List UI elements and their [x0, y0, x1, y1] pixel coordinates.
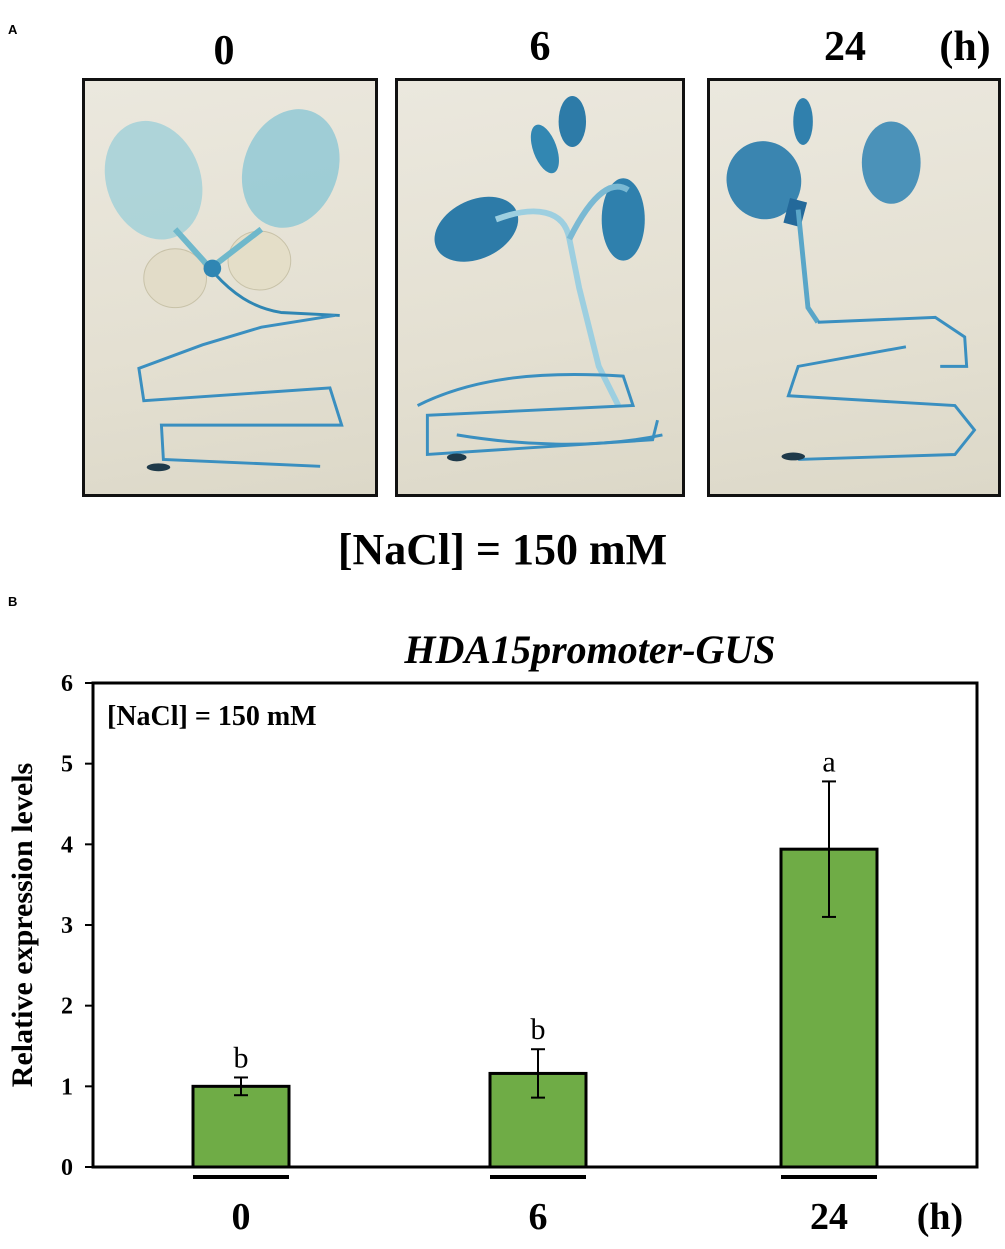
- chart-annotation: [NaCl] = 150 mM: [107, 701, 317, 732]
- y-tick-label: 1: [61, 1074, 73, 1100]
- y-tick-label: 2: [61, 994, 73, 1020]
- seedling-0h-drawing: [104, 109, 344, 472]
- y-tick-label: 6: [61, 671, 73, 697]
- seedling-photo-0h: [82, 78, 378, 497]
- y-tick-label: 5: [61, 752, 73, 778]
- x-tick-label-0: 0: [232, 1196, 251, 1238]
- chart-labels: Relative expression levels [NaCl] = 150 m…: [6, 701, 963, 1238]
- chart-bars: [191, 780, 879, 1169]
- x-tick-label-6: 6: [529, 1196, 548, 1238]
- time-label-0: 0: [213, 28, 235, 74]
- significance-letter-0: b: [234, 1041, 249, 1074]
- y-tick-label: 4: [61, 832, 73, 858]
- bar-0: [191, 1084, 291, 1169]
- significance-letter-24: a: [822, 745, 835, 778]
- time-unit-label: (h): [939, 24, 991, 70]
- significance-letter-6: b: [531, 1013, 546, 1046]
- chart-title: HDA15promoter-GUS: [404, 627, 776, 672]
- seedling-6h-drawing: [416, 96, 663, 462]
- y-tick-label: 0: [61, 1155, 73, 1181]
- x-tick-label-24: 24: [810, 1196, 848, 1238]
- panel-a-treatment-label: [NaCl] = 150 mM: [337, 525, 668, 574]
- panel-b-label: B: [8, 594, 18, 609]
- time-label-24: 24: [824, 24, 866, 70]
- y-axis-label: Relative expression levels: [6, 763, 39, 1087]
- seedling-photo-24h: [707, 78, 1001, 497]
- y-tick-label: 3: [61, 913, 73, 939]
- bar-chart: 0 1 2 3 4 5 6 Relative expression levels [NaCl]…: [6, 671, 979, 1238]
- panel-a-label: A: [8, 22, 18, 37]
- x-unit-label: (h): [917, 1196, 963, 1238]
- time-label-6: 6: [529, 24, 551, 70]
- seedling-24h-drawing: [726, 97, 977, 461]
- seedling-photo-6h: [395, 78, 685, 497]
